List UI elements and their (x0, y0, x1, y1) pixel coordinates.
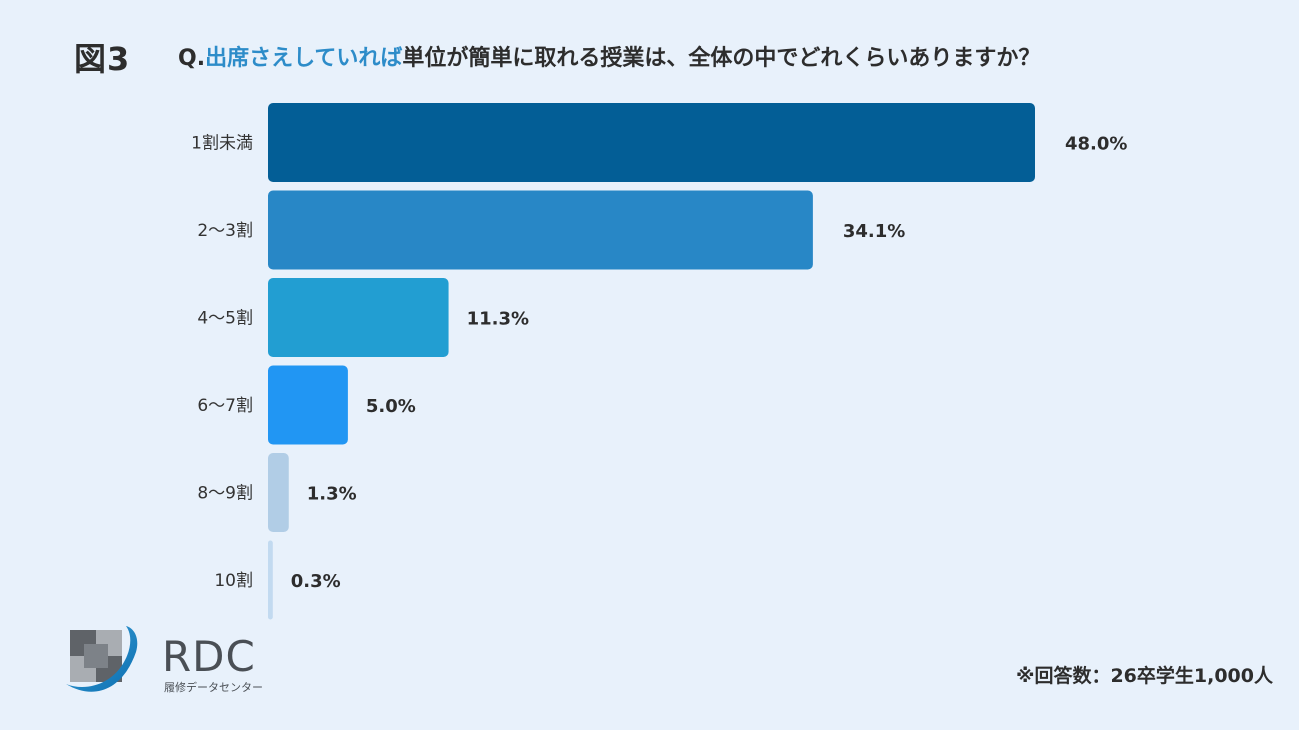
category-label: 6～7割 (197, 396, 253, 416)
value-label: 1.3% (307, 484, 357, 505)
category-label: 10割 (214, 571, 253, 591)
figure-label: 図3 (74, 40, 131, 78)
bar-1 (268, 103, 1035, 182)
category-label: 1割未満 (191, 134, 253, 154)
value-label: 34.1% (843, 221, 905, 242)
bar-5 (268, 453, 289, 532)
respondents-note: ※回答数：26卒学生1,000人 (1015, 665, 1273, 687)
category-label: 2～3割 (197, 221, 253, 241)
bar-2 (268, 190, 813, 270)
logo-text: RDC (162, 632, 256, 681)
category-label: 4～5割 (197, 309, 253, 329)
bar-4 (268, 365, 348, 445)
bar-6 (268, 540, 273, 620)
value-label: 11.3% (467, 309, 529, 330)
value-label: 5.0% (366, 396, 416, 417)
question-highlight: 出席さえしていれば (205, 46, 403, 71)
category-label: 8～9割 (197, 484, 253, 504)
bar-3 (268, 278, 449, 357)
value-label: 48.0% (1065, 134, 1127, 155)
chart-question: Q.出席さえしていれば単位が簡単に取れる授業は、全体の中でどれくらいありますか？ (178, 40, 1040, 72)
logo-subtitle: 履修データセンター (164, 681, 263, 694)
value-label: 0.3% (291, 571, 341, 592)
rdc-checker-logo-icon (66, 626, 138, 692)
question-rest: 単位が簡単に取れる授業は、全体の中でどれくらいありますか？ (402, 46, 1041, 71)
question-prefix: Q. (178, 46, 206, 71)
